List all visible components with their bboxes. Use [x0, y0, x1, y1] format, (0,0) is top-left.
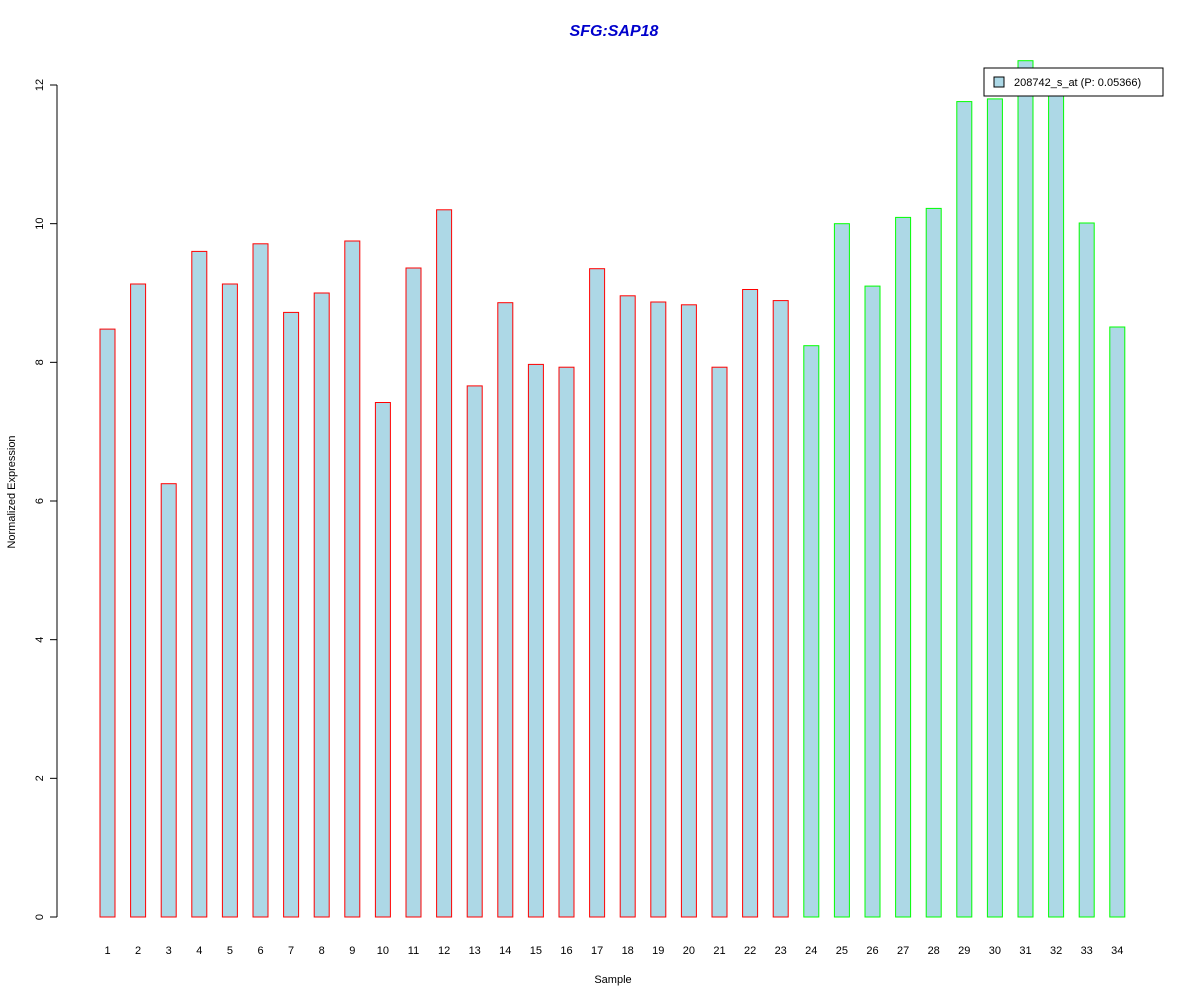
y-tick-label: 12	[34, 79, 46, 91]
bar-11	[405, 267, 422, 918]
bar-1	[99, 328, 116, 918]
y-tick-label: 10	[34, 218, 46, 230]
bar-8	[313, 292, 330, 918]
x-tick-label: 14	[499, 945, 511, 957]
bar-6	[252, 243, 269, 918]
bar-22	[742, 289, 759, 918]
bar-7	[283, 311, 300, 918]
bar-16	[558, 366, 575, 918]
bar-32	[1048, 88, 1065, 918]
x-tick-label: 31	[1019, 945, 1031, 957]
bar-27	[895, 216, 912, 918]
bar-3	[160, 483, 177, 918]
bar-4	[191, 250, 208, 918]
legend-box	[983, 67, 1164, 97]
bar-31	[1017, 60, 1034, 918]
x-tick-label: 34	[1111, 945, 1123, 957]
x-tick-label: 11	[408, 945, 419, 957]
x-tick-label: 18	[622, 945, 634, 957]
x-axis: 1 2 3 4 5 6 7 8 9 10 11 12 13 14 15 16 17 18 19 20 21 22 23 24 2…	[104, 945, 1123, 957]
bar-12	[436, 209, 453, 918]
bar-19	[650, 301, 667, 918]
bar-23	[772, 300, 789, 918]
bar-10	[374, 402, 391, 918]
bar-5	[221, 283, 238, 918]
bar-15	[527, 363, 544, 918]
bar-33	[1078, 222, 1095, 918]
bar-29	[956, 101, 973, 918]
legend: 208742_s_at (P: 0.05366)	[983, 67, 1164, 97]
bar-13	[466, 385, 483, 918]
bar-21	[711, 366, 728, 918]
bar-18	[619, 295, 636, 918]
x-tick-label: 23	[775, 945, 787, 957]
x-tick-label: 9	[349, 945, 355, 957]
x-tick-label: 13	[469, 945, 481, 957]
x-tick-label: 27	[897, 945, 909, 957]
y-tick-label: 4	[34, 637, 46, 643]
legend-swatch	[993, 76, 1005, 88]
y-axis: 0 2 4 6 8 10 12	[34, 79, 58, 920]
chart-title: SFG:SAP18	[570, 23, 659, 40]
x-tick-label: 15	[530, 945, 542, 957]
x-tick-label: 19	[652, 945, 664, 957]
x-tick-label: 6	[257, 945, 263, 957]
x-tick-label: 4	[196, 945, 202, 957]
x-tick-label: 29	[958, 945, 970, 957]
y-tick-label: 2	[34, 775, 46, 781]
bar-28	[925, 207, 942, 918]
x-tick-label: 7	[288, 945, 294, 957]
x-tick-label: 2	[135, 945, 141, 957]
y-axis-label: Normalized Expression	[6, 435, 18, 548]
x-tick-label: 17	[591, 945, 603, 957]
bar-24	[803, 345, 820, 918]
x-tick-label: 21	[713, 945, 725, 957]
bar-20	[680, 304, 697, 918]
x-tick-label: 12	[438, 945, 450, 957]
bar-14	[497, 302, 514, 918]
x-tick-label: 10	[377, 945, 389, 957]
x-tick-label: 5	[227, 945, 233, 957]
bar-30	[986, 98, 1003, 918]
x-tick-label: 3	[166, 945, 172, 957]
bar-34	[1109, 326, 1126, 918]
x-tick-label: 8	[319, 945, 325, 957]
x-tick-label: 16	[560, 945, 572, 957]
x-tick-label: 32	[1050, 945, 1062, 957]
bar-25	[833, 223, 850, 918]
x-tick-label: 24	[805, 945, 817, 957]
bar-17	[589, 268, 606, 918]
x-tick-label: 30	[989, 945, 1001, 957]
x-tick-label: 1	[104, 945, 110, 957]
x-axis-label: Sample	[594, 974, 631, 986]
bars	[99, 60, 1126, 918]
x-tick-label: 20	[683, 945, 695, 957]
x-tick-label: 22	[744, 945, 756, 957]
x-tick-label: 28	[928, 945, 940, 957]
x-tick-label: 25	[836, 945, 848, 957]
bar-2	[130, 283, 147, 918]
y-tick-label: 8	[34, 359, 46, 365]
x-tick-label: 26	[866, 945, 878, 957]
bar-9	[344, 240, 361, 918]
bar-26	[864, 285, 881, 918]
y-tick-label: 6	[34, 498, 46, 504]
y-tick-label: 0	[34, 914, 46, 920]
legend-label: 208742_s_at (P: 0.05366)	[1014, 77, 1141, 89]
x-tick-label: 33	[1081, 945, 1093, 957]
